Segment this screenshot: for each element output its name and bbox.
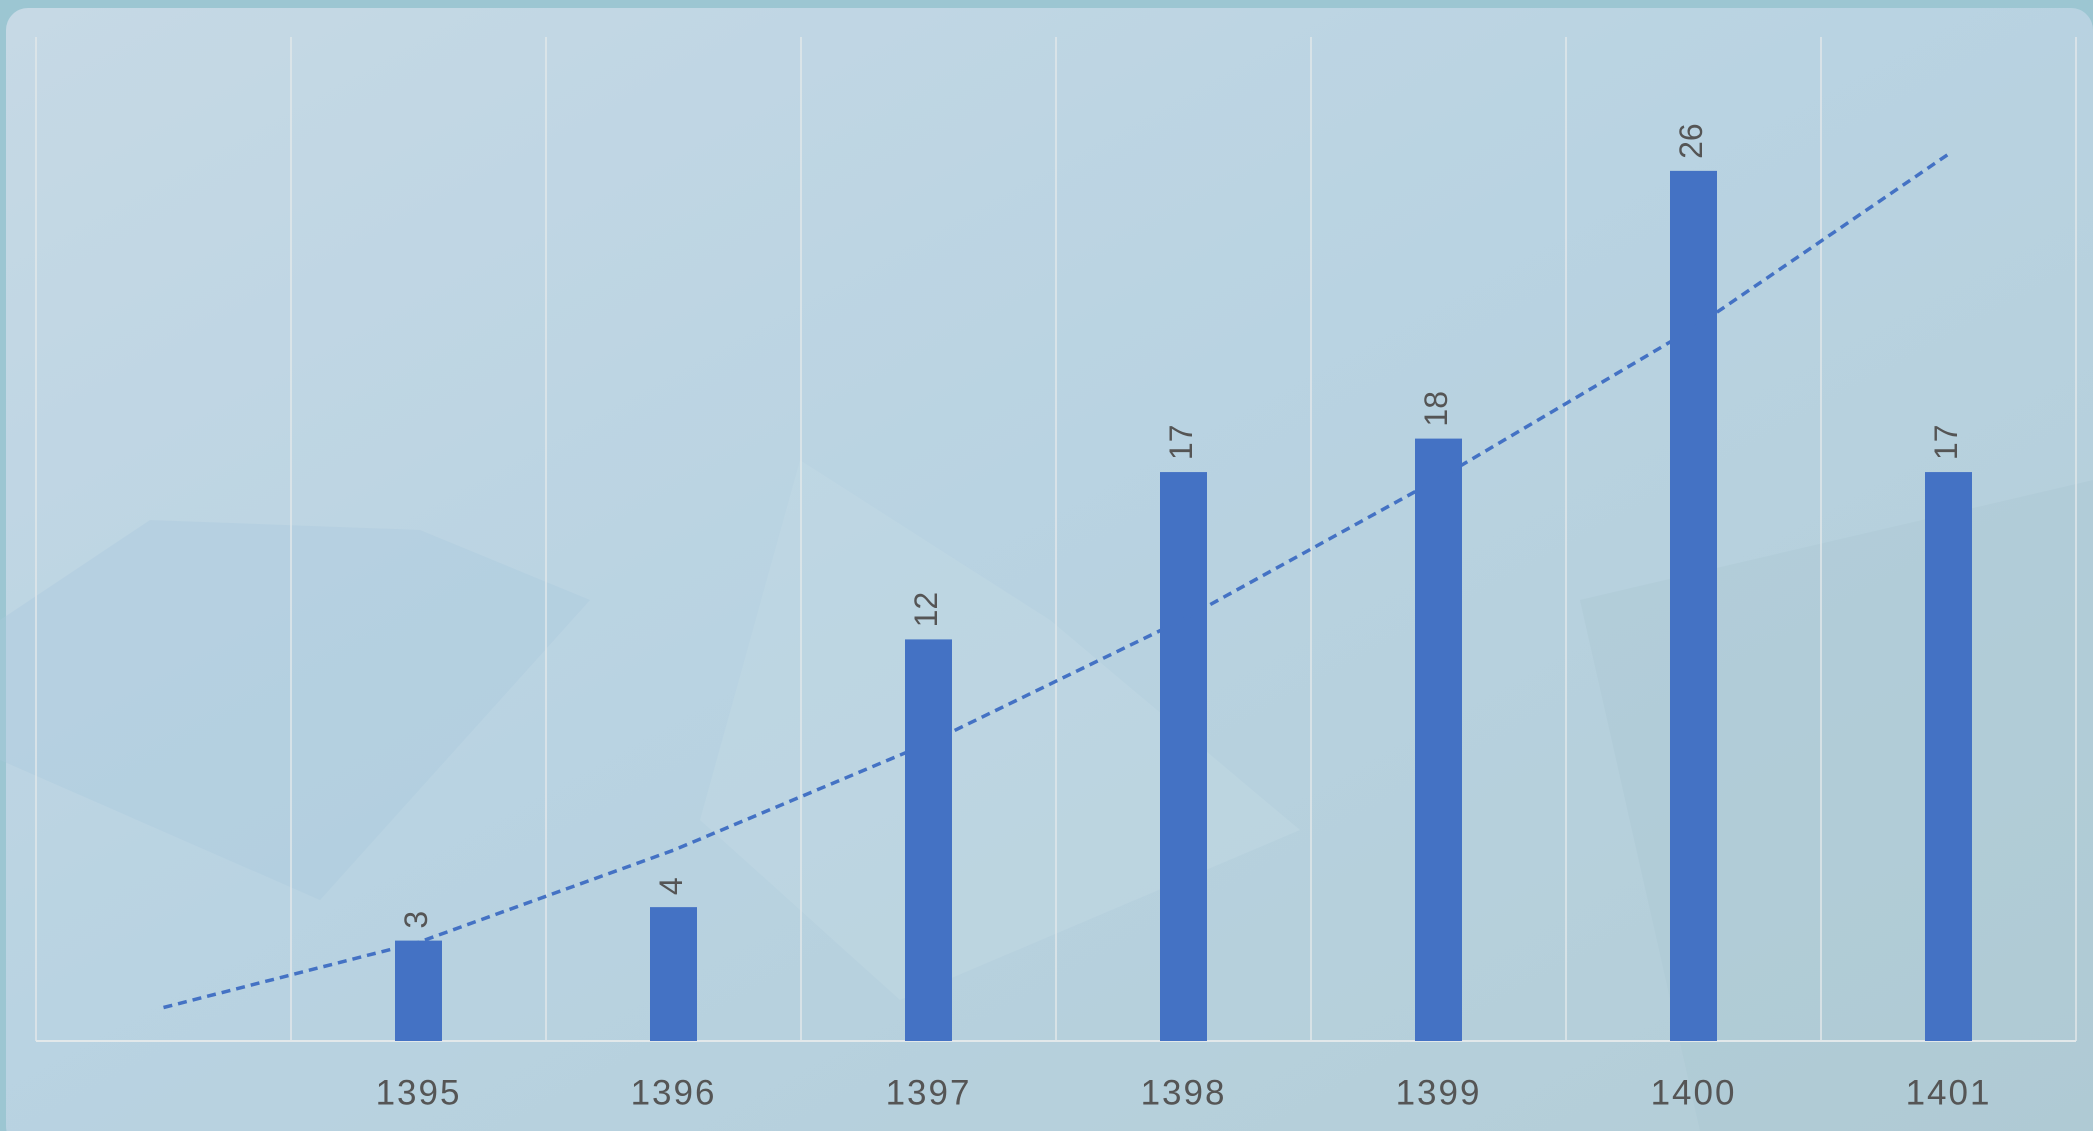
bar bbox=[395, 940, 442, 1041]
bar bbox=[1925, 472, 1972, 1042]
x-tick-label: 1401 bbox=[1906, 1073, 1992, 1112]
data-label: 18 bbox=[1418, 391, 1454, 427]
x-tick-label: 1397 bbox=[886, 1073, 972, 1112]
x-tick-label: 1396 bbox=[631, 1073, 717, 1112]
data-label: 12 bbox=[908, 592, 944, 628]
bar bbox=[650, 907, 697, 1041]
x-tick-label: 1399 bbox=[1396, 1073, 1482, 1112]
bg-facet bbox=[0, 520, 590, 900]
bar bbox=[1670, 170, 1717, 1041]
bar bbox=[1160, 472, 1207, 1042]
data-label: 17 bbox=[1928, 424, 1964, 460]
data-label: 4 bbox=[653, 877, 689, 895]
x-tick-label: 1398 bbox=[1141, 1073, 1227, 1112]
x-tick-label: 1395 bbox=[376, 1073, 462, 1112]
bar bbox=[1415, 438, 1462, 1042]
x-tick-label: 1400 bbox=[1651, 1073, 1737, 1112]
chart-panel bbox=[6, 8, 2093, 1131]
bg-facet bbox=[700, 460, 1300, 1000]
data-label: 26 bbox=[1673, 123, 1709, 159]
data-label: 3 bbox=[398, 911, 434, 929]
trendline bbox=[163, 152, 1950, 1010]
data-label: 17 bbox=[1163, 424, 1199, 460]
bar bbox=[905, 639, 952, 1041]
